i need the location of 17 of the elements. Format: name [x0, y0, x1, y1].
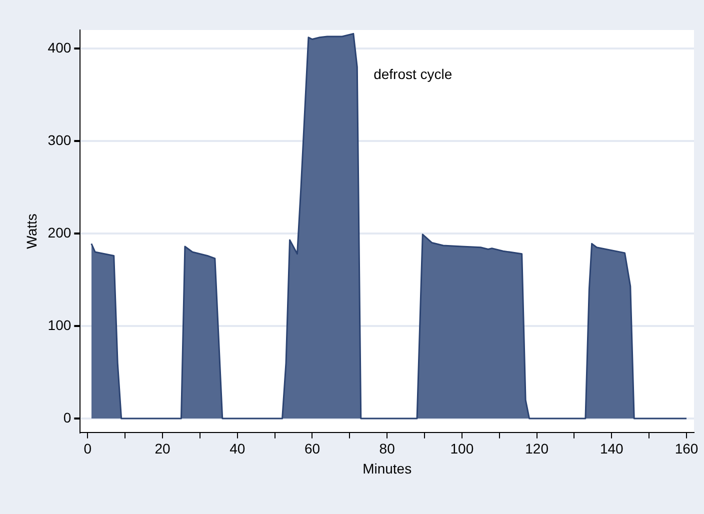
y-tick-label: 400: [48, 39, 72, 56]
y-axis-title: Watts: [23, 214, 40, 249]
y-tick-label: 200: [48, 224, 72, 240]
x-tick-label: 120: [525, 440, 549, 457]
x-tick-label: 80: [379, 440, 396, 457]
y-tick-label: 300: [48, 132, 72, 148]
x-tick-label: 60: [304, 440, 320, 457]
x-axis-title: Minutes: [362, 460, 412, 476]
x-tick-label: 40: [230, 440, 246, 457]
x-tick-label: 0: [84, 440, 92, 457]
annotation: defrost cycle: [374, 66, 452, 82]
x-tick-label: 140: [600, 440, 624, 457]
y-tick-label: 0: [63, 409, 72, 426]
x-tick-label: 20: [154, 440, 170, 457]
x-tick-label: 160: [674, 440, 698, 457]
x-tick-label: 100: [450, 440, 474, 457]
y-tick-label: 100: [48, 316, 72, 333]
